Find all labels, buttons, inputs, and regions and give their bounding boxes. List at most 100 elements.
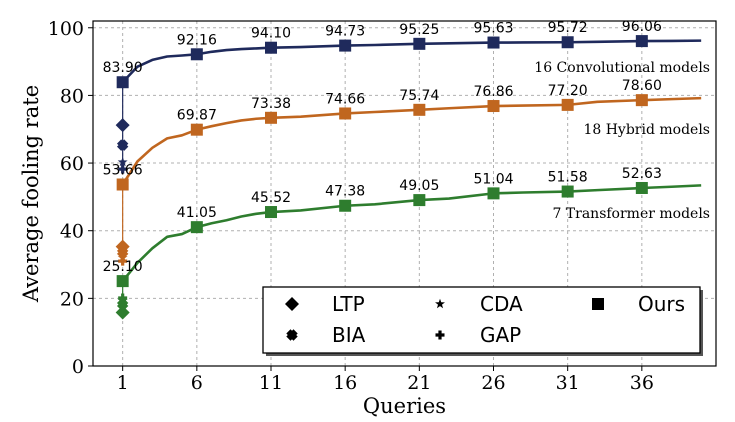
ours-marker [116,178,129,191]
data-label: 73.38 [251,96,291,112]
x-tick-label: 36 [630,372,654,394]
data-label: 92.16 [177,32,217,48]
y-tick-label: 60 [60,153,84,175]
ours-marker [190,221,203,234]
series-layer [115,35,702,320]
data-label: 76.86 [473,84,513,100]
x-tick-label: 11 [259,372,283,394]
legend-label: LTP [332,292,365,316]
legend-label: GAP [480,323,521,347]
ours-marker [339,39,352,52]
ours-marker [487,187,500,200]
data-label: 94.10 [251,26,291,42]
ours-marker [635,35,648,48]
x-tick-label: 1 [117,372,129,394]
ours-marker [413,194,426,207]
data-label: 77.20 [548,83,588,99]
ours-marker [339,107,352,120]
y-tick-label: 40 [60,221,84,243]
x-tick-label: 21 [407,372,431,394]
legend-label: Ours [638,292,685,316]
ours-marker [635,181,648,194]
ours-marker [339,199,352,212]
label-layer: 83.90 92.16 94.10 94.73 95.25 95.63 95.72 96.06… [103,19,710,275]
y-axis-title: Average fooling rate [19,85,43,303]
ours-marker [561,185,574,198]
data-label: 75.74 [399,88,439,104]
data-label: 45.52 [251,190,291,206]
baseline-marker-bia [116,139,129,151]
y-tick-label: 80 [60,85,84,107]
plot-frame [92,20,717,367]
data-label: 96.06 [622,19,662,35]
data-label: 47.38 [325,184,365,200]
ours-marker [265,206,277,219]
data-label: 49.05 [399,178,439,194]
legend-label: BIA [332,323,366,347]
data-label: 51.58 [548,170,588,186]
baseline-marker-ltp [115,305,130,320]
x-tick-label: 16 [333,372,357,394]
x-tick-label: 31 [556,372,580,394]
ours-marker [413,103,426,116]
x-tick-label: 6 [191,372,203,394]
series-line [121,39,702,84]
series-3 [115,181,702,320]
series-line [121,184,702,282]
data-label: 41.05 [177,205,217,221]
data-label: 53.66 [103,163,143,179]
ours-marker [487,100,500,113]
baseline-marker-gap [118,164,128,174]
series-label: 7 Transformer models [552,206,710,222]
ours-marker [265,41,277,54]
ours-marker [413,37,426,50]
series-line [121,96,702,186]
x-tick-label: 26 [481,372,505,394]
legend-items: LTP CDA Ours BIA GAP [285,292,685,347]
baseline-marker-gap [118,293,128,303]
series-label: 16 Convolutional models [534,60,710,76]
data-label: 52.63 [622,166,662,182]
baseline-marker-bia [116,246,129,259]
ours-marker [116,275,129,288]
legend-marker-ours [592,298,604,310]
ours-marker [116,76,129,89]
data-label: 95.72 [548,20,588,36]
ours-marker [487,36,500,49]
ours-marker [561,36,574,49]
y-tick-label: 20 [60,288,84,310]
legend-marker-bia [286,329,298,341]
ours-marker [190,48,203,61]
data-label: 78.60 [622,78,662,94]
baseline-marker-gap [118,256,128,266]
data-label: 51.04 [473,171,513,187]
data-label: 74.66 [325,91,365,107]
series-1 [115,35,702,174]
legend-marker-ltp [285,297,299,311]
baseline-marker-bia [116,298,129,311]
data-label: 95.25 [399,22,439,38]
data-label: 69.87 [177,108,217,124]
y-tick-label: 0 [72,356,84,378]
series-2 [115,94,702,266]
legend-marker-gap [435,330,445,340]
legend: LTP CDA Ours BIA GAP [262,286,703,356]
legend-box [262,286,701,354]
ours-marker [265,111,277,124]
ours-marker [190,123,203,136]
legend-label: CDA [480,292,523,316]
data-label: 95.63 [473,21,513,37]
series-label: 18 Hybrid models [583,122,710,138]
baseline-marker-cda [117,156,128,167]
data-label: 25.10 [103,259,143,275]
y-tick-label: 100 [48,18,84,40]
ours-marker [561,98,574,111]
baseline-marker-ltp [115,118,130,133]
ours-marker [635,94,648,107]
data-label: 94.73 [325,24,365,40]
x-axis-title: Queries [363,394,446,418]
legend-marker-cda [435,298,445,309]
data-label: 83.90 [103,60,143,76]
